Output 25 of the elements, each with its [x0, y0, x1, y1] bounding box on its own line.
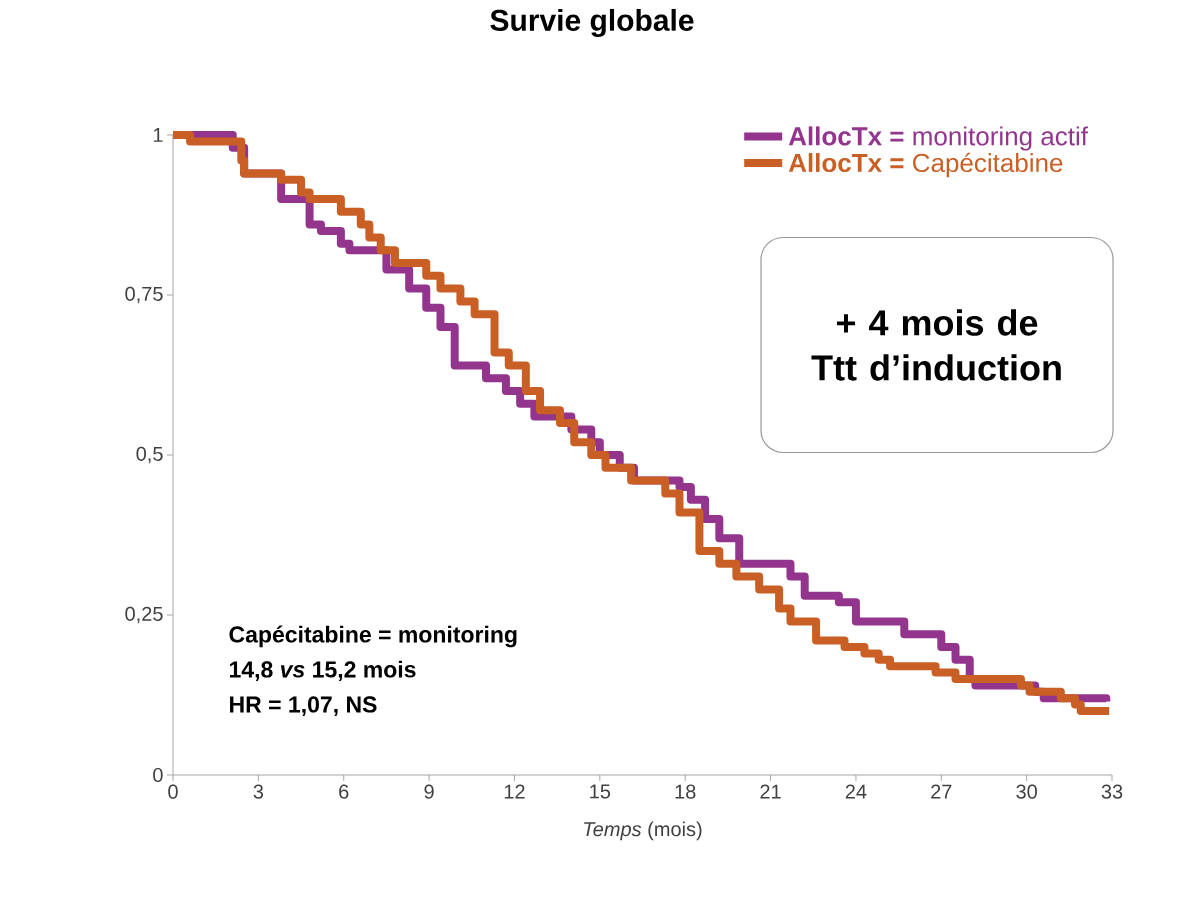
y-tick-label: 0,25 — [125, 606, 163, 624]
x-tick-label: 30 — [1016, 784, 1037, 799]
legend-label: AllocTx = monitoring actif — [788, 126, 1089, 151]
x-tick-label: 6 — [339, 784, 349, 799]
y-tick-label: 0,75 — [125, 286, 163, 304]
x-axis-title: Temps (mois) — [584, 821, 702, 841]
y-tick-label: 0 — [153, 767, 163, 783]
y-tick-label: 0,5 — [136, 446, 163, 464]
x-tick-label: 3 — [253, 784, 264, 799]
x-tick-label: 9 — [424, 784, 434, 799]
x-tick-label: 27 — [931, 784, 952, 799]
legend-label: AllocTx = Capécitabine — [788, 152, 1063, 178]
x-tick-label: 0 — [168, 784, 178, 799]
y-tick-label: 1 — [153, 128, 163, 142]
annotation: HR = 1,07, NS — [230, 696, 377, 716]
chart-title: Survie globale — [490, 8, 694, 38]
x-tick-label: 15 — [590, 784, 611, 799]
x-tick-label: 33 — [1101, 784, 1123, 799]
annotation: 14,8 vs 15,2 mois — [229, 660, 416, 681]
x-tick-label: 18 — [675, 784, 696, 799]
x-tick-label: 21 — [760, 784, 781, 799]
x-tick-label: 24 — [845, 784, 867, 799]
annotation: + 4 mois de Ttt d’induction — [811, 309, 1061, 381]
x-tick-label: 12 — [504, 784, 525, 799]
annotation: Capécitabine = monitoring — [229, 625, 517, 648]
